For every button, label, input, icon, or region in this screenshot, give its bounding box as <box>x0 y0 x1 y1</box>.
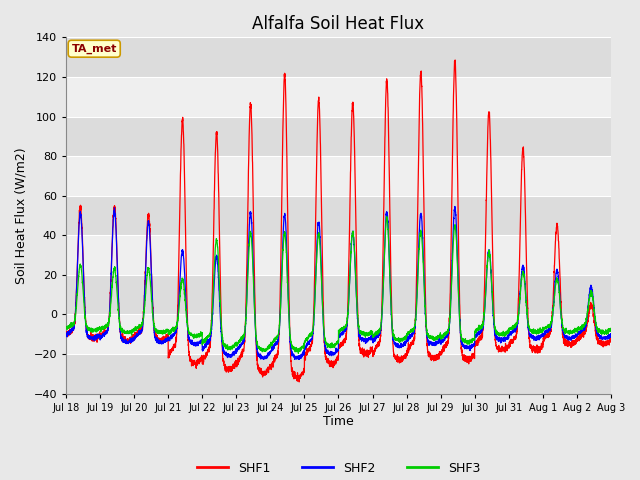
Title: Alfalfa Soil Heat Flux: Alfalfa Soil Heat Flux <box>252 15 424 33</box>
Text: TA_met: TA_met <box>72 44 117 54</box>
X-axis label: Time: Time <box>323 415 354 429</box>
Bar <box>66 314 611 354</box>
Bar <box>66 235 611 275</box>
Bar <box>66 156 611 196</box>
Y-axis label: Soil Heat Flux (W/m2): Soil Heat Flux (W/m2) <box>15 147 28 284</box>
Legend: SHF1, SHF2, SHF3: SHF1, SHF2, SHF3 <box>192 457 485 480</box>
Bar <box>66 77 611 117</box>
